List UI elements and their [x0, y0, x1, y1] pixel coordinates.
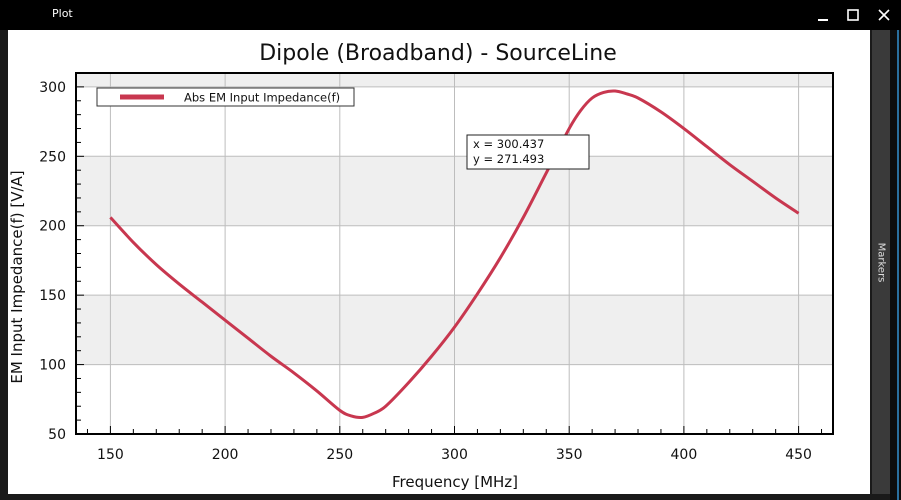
- plot-frame: [75, 72, 834, 435]
- marker-x-value: x = 300.437: [473, 137, 544, 151]
- legend-swatch: [120, 94, 164, 100]
- chart-title: Dipole (Broadband) - SourceLine: [259, 41, 617, 66]
- y-axis-ticks: 50 100 150 200 250 300: [39, 80, 66, 443]
- legend-label: Abs EM Input Impedance(f): [184, 91, 340, 105]
- markers-panel-tab[interactable]: Markers: [872, 30, 890, 494]
- x-tick-label: 250: [326, 447, 353, 463]
- marker-y-value: y = 271.493: [473, 152, 544, 166]
- plot-area[interactable]: Dipole (Broadband) - SourceLine 150 200 25…: [8, 30, 870, 494]
- x-tick-label: 150: [97, 447, 124, 463]
- title-bar[interactable]: Plot: [0, 0, 901, 30]
- y-tick-label: 300: [39, 80, 66, 96]
- x-tick-label: 450: [785, 447, 812, 463]
- x-axis-label: Frequency [MHz]: [392, 473, 518, 491]
- x-tick-label: 350: [556, 447, 583, 463]
- impedance-chart[interactable]: Dipole (Broadband) - SourceLine 150 200 25…: [8, 30, 870, 494]
- legend-box: [96, 87, 355, 107]
- maximize-icon: [847, 9, 859, 21]
- grid-lines: [76, 73, 833, 435]
- y-tick-label: 50: [48, 427, 66, 443]
- window-edge: [890, 30, 901, 500]
- markers-panel-label: Markers: [875, 242, 887, 282]
- y-tick-label: 150: [39, 288, 66, 304]
- x-tick-label: 400: [671, 447, 698, 463]
- y-tick-label: 100: [39, 358, 66, 374]
- y-axis-label: EM Input Impedance(f) [V/A]: [8, 170, 26, 383]
- x-tick-label: 200: [212, 447, 239, 463]
- maximize-button[interactable]: [840, 4, 866, 26]
- y-tick-label: 200: [39, 219, 66, 235]
- window-title: Plot: [52, 7, 73, 20]
- series-line[interactable]: [109, 89, 800, 419]
- markers-panel-label-wrap: Markers: [872, 30, 890, 494]
- window-edge-accent: [897, 30, 899, 500]
- x-axis-ticks: 150 200 250 300 350 400 450: [97, 447, 812, 463]
- series-layer: [109, 89, 800, 419]
- close-icon: [878, 9, 890, 21]
- marker-box: [466, 134, 590, 170]
- x-tick-label: 300: [441, 447, 468, 463]
- minimize-icon: [818, 19, 828, 21]
- y-tick-label: 250: [39, 149, 66, 165]
- legend[interactable]: Abs EM Input Impedance(f): [96, 87, 355, 107]
- minimize-button[interactable]: [810, 4, 836, 26]
- marker-readout[interactable]: x = 300.437 y = 271.493: [466, 134, 590, 170]
- minor-ticks: [76, 72, 823, 435]
- close-button[interactable]: [871, 4, 897, 26]
